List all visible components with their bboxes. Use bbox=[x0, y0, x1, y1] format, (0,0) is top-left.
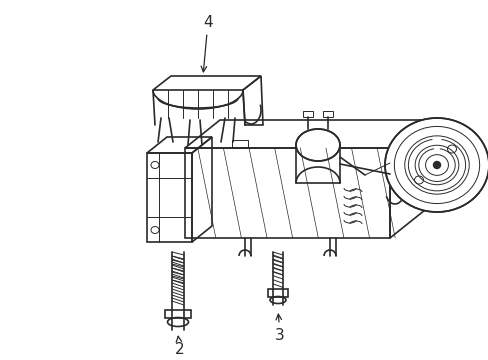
Ellipse shape bbox=[384, 118, 488, 212]
Text: 4: 4 bbox=[201, 14, 212, 72]
Circle shape bbox=[433, 162, 440, 168]
Text: 2: 2 bbox=[175, 336, 184, 357]
Text: 1: 1 bbox=[0, 359, 1, 360]
Ellipse shape bbox=[295, 129, 339, 161]
Text: 3: 3 bbox=[275, 314, 285, 342]
